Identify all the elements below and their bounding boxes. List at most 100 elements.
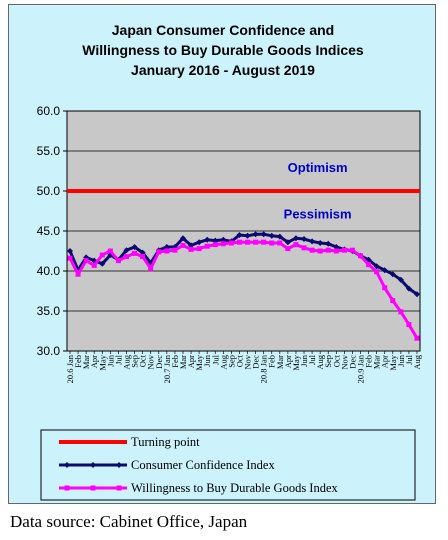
y-tick-label: 45.0 xyxy=(37,224,61,238)
willingness-to-buy-durable-goods-index-point xyxy=(398,309,404,315)
x-tick-label: Jul xyxy=(307,354,317,365)
y-tick-label: 30.0 xyxy=(37,344,61,358)
chart-title-line: Willingness to Buy Durable Goods Indices xyxy=(82,42,364,58)
legend-marker xyxy=(90,462,96,468)
willingness-to-buy-durable-goods-index-point xyxy=(366,262,372,268)
x-tick-label: Jul xyxy=(113,354,123,365)
consumer-confidence-index-point xyxy=(309,238,316,245)
consumer-confidence-index-point xyxy=(414,291,420,298)
x-tick-label: Mar xyxy=(275,355,285,369)
consumer-confidence-index-point xyxy=(204,236,211,243)
willingness-to-buy-durable-goods-index-point xyxy=(107,248,113,254)
consumer-confidence-index-point xyxy=(397,276,404,283)
willingness-to-buy-durable-goods-index-point xyxy=(253,239,259,245)
x-tick-label: Mar xyxy=(81,355,91,369)
legend-marker xyxy=(116,462,122,468)
legend-marker xyxy=(64,462,70,468)
annotation-optimism: Optimism xyxy=(288,160,348,175)
x-tick-label: Nov xyxy=(243,354,253,369)
x-tick-label: Sep xyxy=(323,355,333,368)
x-tick-label: May xyxy=(97,354,107,370)
x-tick-labels: 20.6 JanFebMarAprMayJunJulAugSepOctNovDe… xyxy=(65,351,422,383)
chart-title-line: Japan Consumer Confidence and xyxy=(112,22,334,38)
consumer-confidence-index-point xyxy=(244,232,251,239)
willingness-to-buy-durable-goods-index-point xyxy=(83,258,89,264)
x-tick-label: Nov xyxy=(339,354,349,369)
x-tick-label: Sep xyxy=(226,355,236,368)
annotation-pessimism: Pessimism xyxy=(284,206,352,221)
consumer-confidence-index-point xyxy=(301,236,308,242)
legend-label-turning-point: Turning point xyxy=(131,435,200,449)
consumer-confidence-index-point xyxy=(389,271,396,278)
legend: Turning point Consumer Confidence Index Wi… xyxy=(40,429,416,501)
x-tick-label: Dec xyxy=(154,355,164,369)
x-tick-label: Feb xyxy=(73,355,83,368)
consumer-confidence-index-point xyxy=(67,248,73,254)
consumer-confidence-index-point xyxy=(236,232,243,238)
x-tick-label: 20.9 Jan xyxy=(356,354,366,383)
willingness-to-buy-durable-goods-index-point xyxy=(67,255,73,261)
willingness-to-buy-durable-goods-index-point xyxy=(164,248,170,254)
x-tick-label: Apr xyxy=(380,355,390,368)
willingness-to-buy-durable-goods-index-point xyxy=(349,247,355,253)
willingness-to-buy-durable-goods-index-point xyxy=(285,246,291,252)
x-tick-label: 20.6 Jan xyxy=(65,354,75,383)
willingness-to-buy-durable-goods-index-point xyxy=(148,266,154,272)
chart-panel: Japan Consumer Confidence and Willingness… xyxy=(8,4,436,504)
x-tick-label: Jun xyxy=(105,354,115,367)
legend-marker xyxy=(90,485,96,491)
consumer-confidence-index-point xyxy=(123,247,130,254)
source-note: Data source: Cabinet Office, Japan xyxy=(10,512,248,531)
willingness-to-buy-durable-goods-index-point xyxy=(91,262,97,268)
willingness-to-buy-durable-goods-index-point xyxy=(358,253,364,259)
y-tick-label: 35.0 xyxy=(37,304,61,318)
willingness-to-buy-durable-goods-index-point xyxy=(333,248,339,254)
willingness-to-buy-durable-goods-index-point xyxy=(406,322,412,328)
x-tick-label: Nov xyxy=(146,354,156,369)
legend-label-willingness-to-buy-durable-goods-index: Willingness to Buy Durable Goods Index xyxy=(131,481,339,495)
consumer-confidence-index-point xyxy=(268,232,275,239)
consumer-confidence-index-point xyxy=(276,233,283,240)
annotations: Optimism Pessimism xyxy=(284,160,352,221)
consumer-confidence-index-point xyxy=(317,240,324,246)
y-tick-labels: 30.0 35.0 40.0 45.0 50.0 55.0 60.0 xyxy=(37,104,61,358)
x-tick-label: Apr xyxy=(283,355,293,368)
willingness-to-buy-durable-goods-index-point xyxy=(75,271,81,277)
x-tick-label: Feb xyxy=(267,355,277,368)
x-tick-label: May xyxy=(388,354,398,370)
willingness-to-buy-durable-goods-index-point xyxy=(140,254,146,260)
chart-svg: Japan Consumer Confidence and Willingness… xyxy=(37,22,422,501)
willingness-to-buy-durable-goods-index-point xyxy=(245,239,251,245)
x-tick-label: Oct xyxy=(331,354,341,367)
willingness-to-buy-durable-goods-index-point xyxy=(188,246,194,252)
willingness-to-buy-durable-goods-index-point xyxy=(212,242,218,248)
willingness-to-buy-durable-goods-index-point xyxy=(123,254,129,260)
y-tick-label: 40.0 xyxy=(37,264,61,278)
consumer-confidence-index-point xyxy=(381,267,388,274)
x-tick-label: Apr xyxy=(186,355,196,368)
willingness-to-buy-durable-goods-index-point xyxy=(156,249,162,255)
willingness-to-buy-durable-goods-index-point xyxy=(293,242,299,248)
willingness-to-buy-durable-goods-index-point xyxy=(301,245,307,251)
chart-title-line: January 2016 - August 2019 xyxy=(131,62,315,78)
willingness-to-buy-durable-goods-index-point xyxy=(374,269,380,275)
willingness-to-buy-durable-goods-index-point xyxy=(115,258,121,264)
consumer-confidence-index-point xyxy=(260,231,267,238)
willingness-to-buy-durable-goods-index-point xyxy=(261,239,267,245)
consumer-confidence-index-point xyxy=(131,244,138,250)
y-tick-label: 50.0 xyxy=(37,184,61,198)
willingness-to-buy-durable-goods-index-point xyxy=(325,247,331,253)
x-tick-label: Oct xyxy=(138,354,148,367)
x-tick-label: May xyxy=(194,354,204,370)
x-tick-label: Dec xyxy=(347,355,357,369)
willingness-to-buy-durable-goods-index-point xyxy=(220,241,226,247)
x-tick-label: Aug xyxy=(121,354,131,369)
willingness-to-buy-durable-goods-index-point xyxy=(132,250,138,256)
willingness-to-buy-durable-goods-index-point xyxy=(341,247,347,253)
willingness-to-buy-durable-goods-index-point xyxy=(414,335,420,341)
x-tick-label: Feb xyxy=(364,355,374,368)
x-tick-label: Jul xyxy=(404,354,414,365)
y-tick-label: 60.0 xyxy=(37,104,61,118)
x-tick-label: Jun xyxy=(396,354,406,367)
consumer-confidence-index-point xyxy=(252,231,259,238)
